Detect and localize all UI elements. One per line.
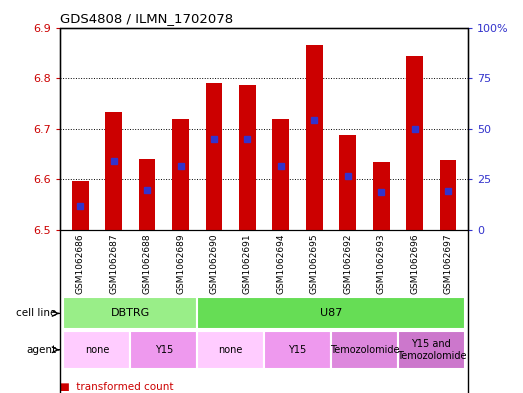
Bar xyxy=(272,119,289,230)
Bar xyxy=(197,298,465,329)
Bar xyxy=(406,56,423,230)
Text: GSM1062695: GSM1062695 xyxy=(310,233,319,294)
Text: GDS4808 / ILMN_1702078: GDS4808 / ILMN_1702078 xyxy=(60,12,233,25)
Bar xyxy=(440,160,457,230)
Bar xyxy=(331,331,398,369)
Bar xyxy=(264,331,331,369)
Text: agent: agent xyxy=(26,345,56,355)
Text: GSM1062691: GSM1062691 xyxy=(243,233,252,294)
Bar xyxy=(373,162,390,230)
Text: GSM1062692: GSM1062692 xyxy=(343,233,352,294)
Text: none: none xyxy=(219,345,243,355)
Text: GSM1062694: GSM1062694 xyxy=(276,233,286,294)
Text: ■  transformed count: ■ transformed count xyxy=(60,382,174,392)
Text: Y15 and
Temozolomide: Y15 and Temozolomide xyxy=(396,339,466,360)
Text: GSM1062687: GSM1062687 xyxy=(109,233,118,294)
Text: cell line: cell line xyxy=(16,309,56,318)
Bar xyxy=(339,135,356,230)
Text: U87: U87 xyxy=(320,309,342,318)
Bar xyxy=(72,181,88,230)
Text: GSM1062686: GSM1062686 xyxy=(76,233,85,294)
Text: GSM1062697: GSM1062697 xyxy=(444,233,452,294)
Text: GSM1062688: GSM1062688 xyxy=(143,233,152,294)
Bar xyxy=(105,112,122,230)
Text: GSM1062693: GSM1062693 xyxy=(377,233,385,294)
Bar xyxy=(306,45,323,230)
Bar xyxy=(139,159,155,230)
Text: DBTRG: DBTRG xyxy=(111,309,150,318)
Bar xyxy=(63,331,130,369)
Text: none: none xyxy=(85,345,109,355)
Text: GSM1062696: GSM1062696 xyxy=(410,233,419,294)
Bar xyxy=(239,84,256,230)
Text: Y15: Y15 xyxy=(155,345,173,355)
Bar xyxy=(63,298,197,329)
Text: Y15: Y15 xyxy=(288,345,306,355)
Bar xyxy=(206,83,222,230)
Text: GSM1062690: GSM1062690 xyxy=(209,233,219,294)
Bar xyxy=(398,331,465,369)
Bar xyxy=(130,331,197,369)
Text: Temozolomide: Temozolomide xyxy=(329,345,399,355)
Bar xyxy=(197,331,264,369)
Bar xyxy=(172,119,189,230)
Text: GSM1062689: GSM1062689 xyxy=(176,233,185,294)
